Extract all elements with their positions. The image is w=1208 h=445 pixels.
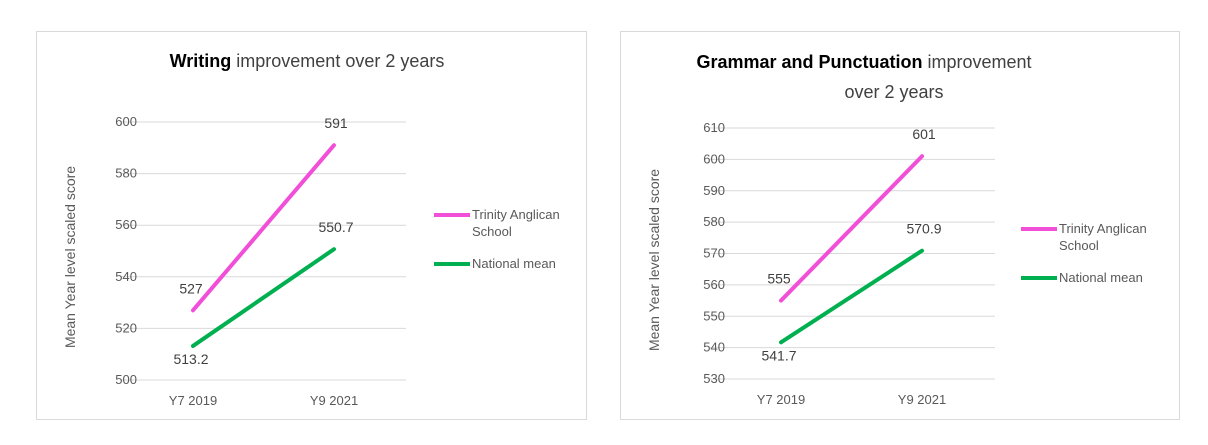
y-tick-label: 560: [703, 277, 725, 292]
chart-title-bold: Writing: [170, 51, 232, 71]
chart-grammar-punctuation: Grammar and Punctuation improvement over…: [620, 31, 1180, 420]
chart-grammar-punctuation-svg: Grammar and Punctuation improvement over…: [646, 52, 1147, 407]
data-label: 541.7: [761, 347, 796, 363]
series-lines: [779, 154, 924, 345]
data-label: 550.7: [318, 219, 353, 235]
y-axis-title: Mean Year level scaled score: [646, 169, 662, 351]
x-tick-label: Y7 2019: [169, 393, 217, 408]
series-line: [779, 154, 924, 303]
legend-label: Trinity Anglican: [472, 207, 560, 222]
chart-writing: Writing improvement over 2 years 500 520 5…: [36, 31, 587, 420]
legend-label: National mean: [472, 256, 556, 271]
data-label: 527: [179, 280, 203, 296]
y-tick-label: 600: [115, 114, 137, 129]
y-tick-label: 560: [115, 217, 137, 232]
x-tick-labels: Y7 2019 Y9 2021: [169, 393, 358, 408]
y-tick-label: 580: [115, 166, 137, 181]
data-label: 601: [912, 126, 936, 142]
y-tick-label: 550: [703, 308, 725, 323]
legend: Trinity Anglican School National mean: [434, 207, 560, 271]
data-label: 513.2: [173, 351, 208, 367]
y-tick-label: 530: [703, 371, 725, 386]
x-tick-label: Y9 2021: [310, 393, 358, 408]
y-tick-label: 580: [703, 214, 725, 229]
y-tick-label: 600: [703, 151, 725, 166]
y-tick-label: 540: [703, 340, 725, 355]
series-lines: [191, 143, 336, 348]
y-tick-label: 540: [115, 269, 137, 284]
chart-title-rest: improvement over 2 years: [231, 51, 444, 71]
chart-title-bold: Grammar and Punctuation: [696, 52, 922, 72]
data-label: 555: [767, 271, 791, 287]
y-tick-label: 520: [115, 320, 137, 335]
y-tick-labels: 500 520 540 560 580 600: [115, 114, 137, 387]
x-tick-labels: Y7 2019 Y9 2021: [757, 392, 946, 407]
data-labels: 555 601 541.7 570.9: [761, 126, 941, 363]
data-labels: 527 591 513.2 550.7: [173, 115, 353, 367]
gridlines: [122, 121, 406, 381]
legend-label: Trinity Anglican: [1059, 221, 1147, 236]
legend-label-line2: School: [1059, 238, 1099, 253]
series-line: [779, 248, 924, 345]
legend: Trinity Anglican School National mean: [1021, 221, 1147, 285]
gridlines: [710, 127, 995, 380]
y-axis-title: Mean Year level scaled score: [62, 166, 78, 348]
chart-title: Writing improvement over 2 years: [170, 51, 445, 71]
chart-title-rest: improvement: [923, 52, 1032, 72]
y-tick-label: 590: [703, 183, 725, 198]
y-tick-label: 610: [703, 120, 725, 135]
x-tick-label: Y9 2021: [898, 392, 946, 407]
legend-label: National mean: [1059, 270, 1143, 285]
legend-label-line2: School: [472, 224, 512, 239]
chart-title-line2: over 2 years: [844, 82, 943, 102]
data-label: 570.9: [906, 221, 941, 237]
y-tick-label: 500: [115, 372, 137, 387]
data-label: 591: [324, 115, 348, 131]
y-tick-labels: 530 540 550 560 570 580 590 600 610: [703, 120, 725, 386]
chart-title: Grammar and Punctuation improvement: [696, 52, 1031, 72]
series-line: [191, 247, 336, 348]
chart-writing-svg: Writing improvement over 2 years 5005205…: [62, 51, 560, 408]
x-tick-label: Y7 2019: [757, 392, 805, 407]
series-line: [191, 143, 336, 313]
y-tick-label: 570: [703, 246, 725, 261]
